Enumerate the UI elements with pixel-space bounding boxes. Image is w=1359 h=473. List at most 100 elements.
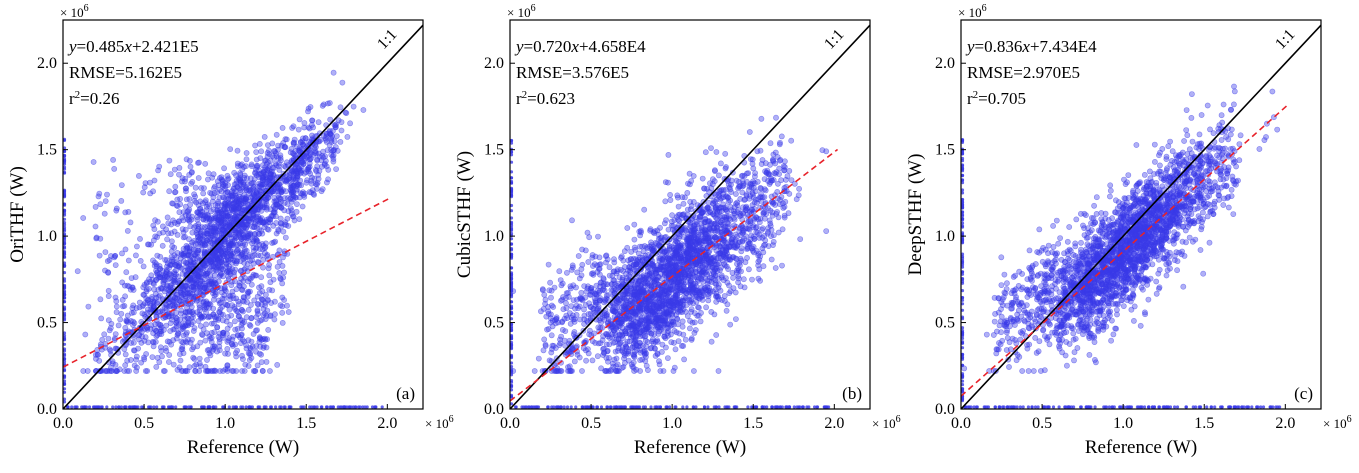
scatter-point [209,330,214,335]
scatter-point [270,189,275,194]
scatter-point [196,175,201,180]
scatter-point [314,169,319,174]
y-multiplier-base: × 10 [60,5,84,20]
scatter-point [173,189,178,194]
scatter-point [212,368,217,373]
scatter-point [114,368,119,373]
scatter-point [254,157,259,162]
scatter-point [113,332,118,337]
scatter-point [159,348,164,353]
zero-y-point [234,405,237,408]
scatter-point [277,270,282,275]
scatter-point [192,356,197,361]
scatter-point [239,368,244,373]
scatter-point [262,246,267,251]
scatter-point [95,352,100,357]
scatter-point [94,235,99,240]
scatter-point [114,310,119,315]
scatter-point [137,305,142,310]
scatter-point [85,368,90,373]
scatter-point [225,363,230,368]
scatter-point [700,209,705,214]
scatter-point [271,240,276,245]
scatter-point [573,285,578,290]
scatter-point [124,270,129,275]
scatter-point [216,298,221,303]
scatter-point [156,294,161,299]
scatter-point [261,306,266,311]
zero-y-point [228,405,231,408]
scatter-point [744,255,749,260]
scatter-point [797,186,802,191]
scatter-point [607,273,612,278]
scatter-point [251,368,256,373]
zero-y-point [201,405,204,408]
scatter-point [220,312,225,317]
scatter-point [326,167,331,172]
zero-y-point [325,405,328,408]
scatter-point [211,195,216,200]
zero-y-point [190,405,193,408]
x-multiplier: × 106 [425,414,454,431]
zero-y-point [312,405,315,408]
scatter-point [227,266,232,271]
zero-y-point [100,405,103,408]
scatter-point [273,202,278,207]
scatter-point [192,192,197,197]
scatter-point [147,277,152,282]
fit-equation-intercept: +2.421E5 [132,37,199,56]
scatter-point [197,356,202,361]
zero-y-point [155,405,158,408]
scatter-point [123,294,128,299]
scatter-point [247,322,252,327]
scatter-point [268,280,273,285]
plot-area [63,25,423,409]
y-tick-label: 0.5 [37,315,57,332]
scatter-point [264,217,269,222]
scatter-point [188,164,193,169]
scatter-point [197,303,202,308]
scatter-point [106,318,111,323]
scatter-point [762,233,767,238]
scatter-point [208,190,213,195]
scatter-point [173,272,178,277]
scatter-point [338,105,343,110]
scatter-point [262,197,267,202]
scatter-point [564,306,569,311]
scatter-point [253,328,258,333]
scatter-point [636,251,641,256]
zero-y-point [274,405,277,408]
scatter-point [271,210,276,215]
scatter-point [266,327,271,332]
scatter-point [75,269,80,274]
scatter-point [754,224,759,229]
scatter-point [260,368,265,373]
scatter-point [204,208,209,213]
scatter-point [216,246,221,251]
x-multiplier-base: × 10 [425,416,449,431]
scatter-point [648,346,653,351]
scatter-point [172,253,177,258]
scatter-point [178,256,183,261]
scatter-point [130,285,135,290]
zero-y-point [163,405,166,408]
scatter-point [302,120,307,125]
scatter-point [669,340,674,345]
scatter-point [590,263,595,268]
scatter-point [255,320,260,325]
scatter-point [566,294,571,299]
scatter-point [287,172,292,177]
scatter-point [281,229,286,234]
zero-y-point [263,405,266,408]
scatter-point [148,191,153,196]
scatter-point [114,304,119,309]
scatter-point [106,270,111,275]
scatter-point [203,284,208,289]
scatter-point [172,245,177,250]
zero-y-point [280,405,283,408]
scatter-point [221,207,226,212]
scatter-point [547,358,552,363]
scatter-point [289,208,294,213]
scatter-point [289,146,294,151]
